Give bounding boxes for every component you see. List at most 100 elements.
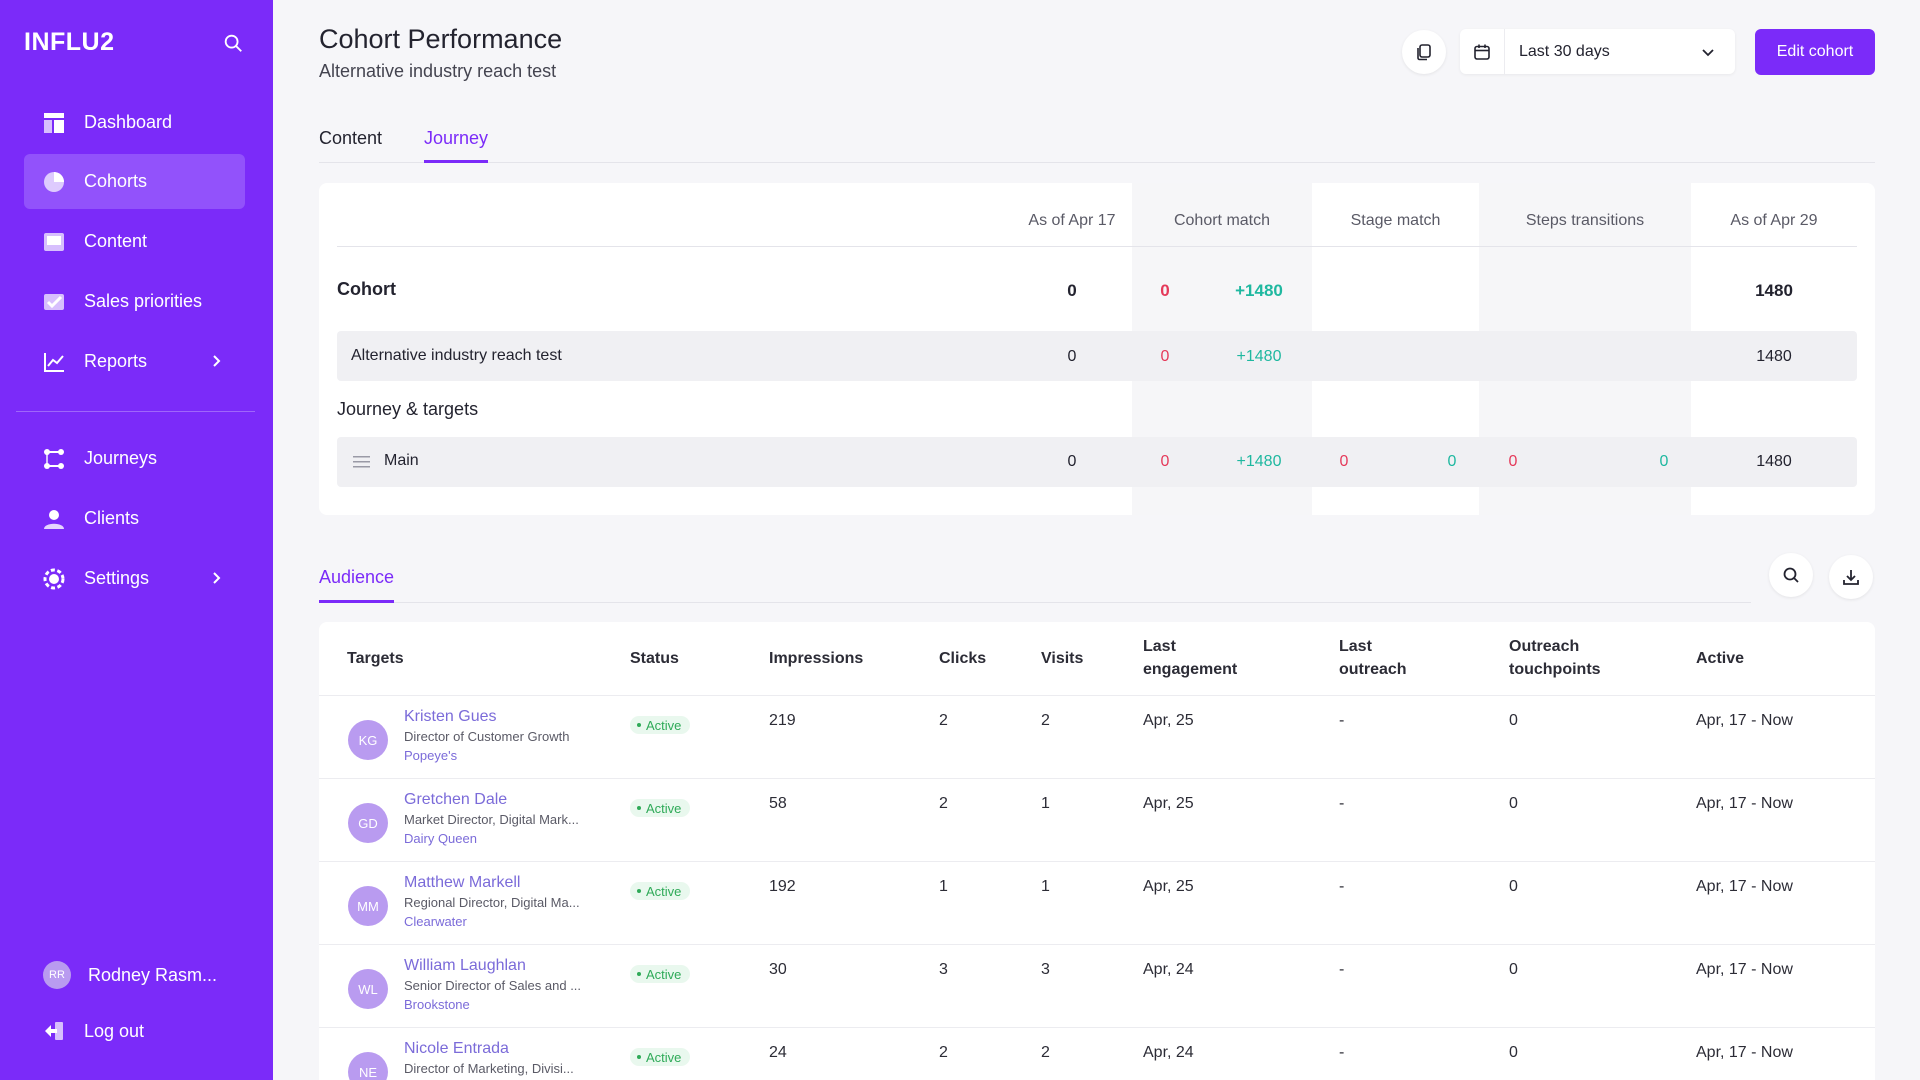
status-label: Active [646, 966, 682, 982]
column-header: Clicks [939, 650, 987, 667]
table-row[interactable]: NE Nicole Entrada Director of Marketing,… [319, 1027, 1875, 1080]
status-label: Active [646, 717, 682, 733]
clicks-cell: 3 [939, 961, 948, 978]
audience-tabs: Audience [319, 567, 1751, 603]
value-cohort-out: 0 [1160, 281, 1170, 300]
column-header: As of Apr 29 [1730, 212, 1818, 229]
clicks-cell: 2 [939, 795, 948, 812]
target-name-link[interactable]: Gretchen Dale [404, 791, 508, 808]
page-subtitle: Alternative industry reach test [319, 61, 557, 81]
status-badge: Active [630, 882, 691, 900]
sidebar-item-dashboard[interactable]: Dashboard [24, 95, 245, 150]
checkbox-icon [43, 291, 65, 313]
value-cohort-out: 0 [1160, 348, 1170, 365]
avatar: GD [348, 803, 388, 843]
touchpoints-cell: 0 [1509, 712, 1518, 729]
sidebar-item-settings[interactable]: Settings [24, 551, 245, 606]
target-name-link[interactable]: Kristen Gues [404, 708, 497, 725]
table-row[interactable]: MM Matthew Markell Regional Director, Di… [319, 861, 1875, 944]
copy-button[interactable] [1402, 30, 1446, 74]
target-company-link[interactable]: Clearwater [404, 914, 467, 929]
sidebar-item-label: Sales priorities [84, 291, 203, 311]
visits-cell: 1 [1041, 878, 1050, 895]
sidebar: INFLU2 Dashboard Cohorts Content Sales p… [0, 0, 273, 1080]
user-profile[interactable]: RR Rodney Rasm... [43, 961, 217, 989]
value-start: 0 [1067, 348, 1077, 365]
target-company-link[interactable]: Popeye's [404, 748, 458, 763]
clients-icon [43, 508, 65, 530]
target-name-link[interactable]: Nicole Entrada [404, 1040, 509, 1057]
target-title: Senior Director of Sales and ... [404, 978, 582, 993]
active-period-cell: Apr, 17 - Now [1696, 961, 1793, 978]
download-button[interactable] [1829, 555, 1873, 599]
column-header: Visits [1041, 650, 1084, 667]
clicks-cell: 1 [939, 878, 948, 895]
tab-content[interactable]: Content [319, 128, 383, 148]
sidebar-item-journeys[interactable]: Journeys [24, 431, 245, 486]
sidebar-item-sales-priorities[interactable]: Sales priorities [24, 274, 245, 329]
logout-icon [43, 1020, 65, 1042]
audience-search-button[interactable] [1769, 553, 1813, 597]
target-title: Regional Director, Digital Ma... [404, 895, 580, 910]
sidebar-item-label: Settings [84, 568, 150, 588]
logout-button[interactable]: Log out [43, 1020, 144, 1042]
sidebar-item-reports[interactable]: Reports [24, 334, 245, 389]
journey-table: As of Apr 17 Cohort match Stage match St… [319, 183, 1875, 515]
target-title: Market Director, Digital Mark... [404, 812, 579, 827]
search-icon[interactable] [222, 32, 244, 54]
status-label: Active [646, 800, 682, 816]
date-range-value: Last 30 days [1519, 42, 1610, 60]
sidebar-item-clients[interactable]: Clients [24, 491, 245, 546]
impressions-cell: 192 [769, 878, 796, 895]
tab-audience[interactable]: Audience [319, 567, 395, 603]
line-chart-icon [43, 351, 65, 373]
value-end: 1480 [1755, 281, 1793, 300]
value-steps-in: 0 [1659, 453, 1669, 470]
avatar: RR [43, 961, 71, 989]
edit-cohort-button[interactable]: Edit cohort [1755, 29, 1875, 75]
sidebar-item-label: Content [84, 231, 148, 251]
impressions-cell: 58 [769, 795, 787, 812]
status-dot [637, 972, 641, 976]
audience-table: Targets Status Impressions Clicks Visits… [319, 622, 1875, 1080]
value-end: 1480 [1756, 348, 1792, 365]
download-icon [1843, 570, 1859, 585]
table-row[interactable] [337, 331, 1857, 381]
value-start: 0 [1067, 453, 1077, 470]
section-label-cohort: Cohort [337, 279, 396, 299]
status-dot [637, 723, 641, 727]
column-header: Active [1696, 650, 1745, 667]
column-header: Stage match [1350, 212, 1441, 229]
target-name-link[interactable]: Matthew Markell [404, 874, 521, 891]
sidebar-divider [16, 411, 255, 412]
target-company-link[interactable]: Dairy Queen [404, 831, 477, 846]
touchpoints-cell: 0 [1509, 1044, 1518, 1061]
target-name-link[interactable]: William Laughlan [404, 957, 526, 974]
journey-item-label: Main [384, 452, 419, 469]
column-header: Impressions [769, 650, 864, 667]
table-row[interactable]: KG Kristen Gues Director of Customer Gro… [319, 695, 1875, 778]
visits-cell: 1 [1041, 795, 1050, 812]
target-company-link[interactable]: Brookstone [404, 997, 470, 1012]
avatar: WL [348, 969, 388, 1009]
sidebar-item-label: Journeys [84, 448, 158, 468]
sidebar-item-content[interactable]: Content [24, 214, 245, 269]
value-cohort-in: +1480 [1235, 281, 1283, 300]
status-label: Active [646, 883, 682, 899]
date-range-select[interactable]: Last 30 days [1460, 29, 1735, 74]
active-period-cell: Apr, 17 - Now [1696, 878, 1793, 895]
tab-journey[interactable]: Journey [424, 128, 489, 163]
table-row[interactable] [337, 437, 1857, 487]
status-badge: Active [630, 1048, 691, 1066]
sidebar-item-cohorts[interactable]: Cohorts [24, 154, 245, 209]
chevron-down-icon [1702, 48, 1714, 56]
table-row[interactable]: GD Gretchen Dale Market Director, Digita… [319, 778, 1875, 861]
table-row[interactable]: WL William Laughlan Senior Director of S… [319, 944, 1875, 1027]
copy-icon [1417, 44, 1431, 61]
sidebar-item-label: Dashboard [84, 112, 173, 132]
drag-handle-icon[interactable] [353, 455, 370, 469]
status-dot [637, 889, 641, 893]
calendar-icon [1460, 29, 1505, 74]
column-header: As of Apr 17 [1028, 212, 1116, 229]
pie-chart-icon [43, 171, 65, 193]
